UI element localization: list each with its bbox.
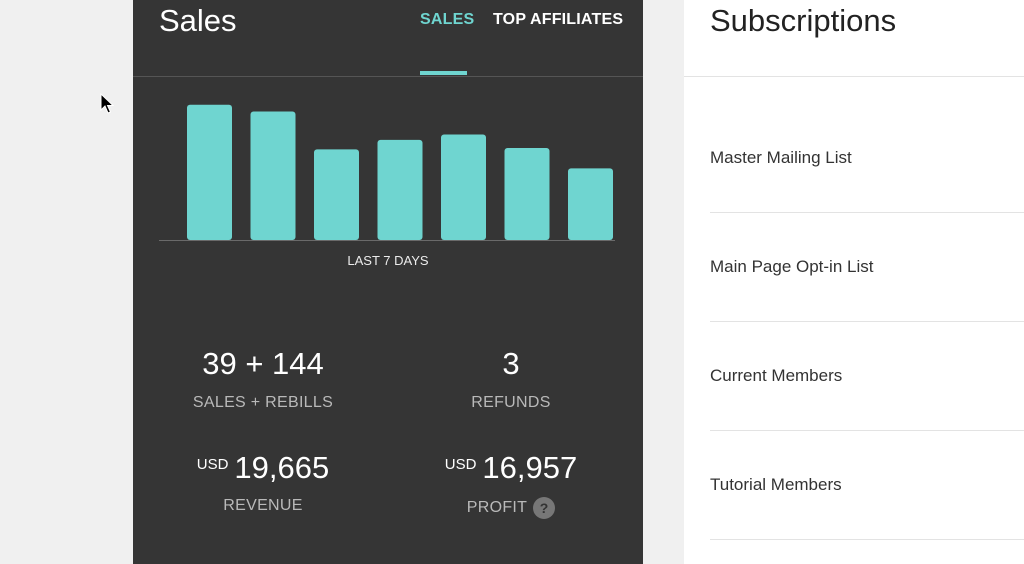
- subscriptions-header: Subscriptions: [684, 0, 1024, 77]
- revenue-amount: 19,665: [234, 450, 330, 485]
- subscription-item-main-page-opt-in-list[interactable]: Main Page Opt-in List: [710, 212, 1024, 322]
- subscriptions-title: Subscriptions: [710, 3, 897, 38]
- chart-bar-4: [377, 139, 423, 240]
- profit-amount: 16,957: [482, 450, 578, 485]
- sales-header: Sales SALES TOP AFFILIATES: [133, 0, 643, 77]
- subscription-item-tutorial-members[interactable]: Tutorial Members: [710, 430, 1024, 540]
- profit-label: PROFIT: [466, 499, 528, 517]
- refunds-label: REFUNDS: [471, 394, 551, 411]
- sales-panel: Sales SALES TOP AFFILIATES LAST 7 DAYS 3…: [133, 0, 643, 564]
- subscription-item-label: Main Page Opt-in List: [710, 257, 874, 276]
- chart-bar-5: [441, 134, 486, 240]
- sales-rebills-label: SALES + REBILLS: [192, 394, 334, 411]
- subscription-item-label: Master Mailing List: [710, 148, 852, 167]
- sales-bar-chart: [159, 104, 615, 241]
- subscription-item-label: Tutorial Members: [710, 475, 842, 494]
- profit-label-row: PROFIT?: [391, 497, 631, 519]
- refunds-value: 3: [502, 346, 520, 381]
- sales-title: Sales: [159, 3, 237, 38]
- tab-sales[interactable]: SALES: [420, 11, 475, 28]
- chart-x-label: LAST 7 DAYS: [347, 253, 429, 268]
- revenue-value: USD 19,665: [143, 450, 383, 486]
- profit-value: USD 16,957: [391, 450, 631, 486]
- chart-bar-3: [314, 149, 359, 240]
- subscription-item-current-members[interactable]: Current Members: [710, 321, 1024, 431]
- revenue-currency: USD: [196, 456, 229, 473]
- revenue-label: REVENUE: [223, 497, 303, 514]
- profit-currency: USD: [444, 456, 477, 473]
- subscriptions-panel: Subscriptions Master Mailing List Main P…: [684, 0, 1024, 564]
- tab-top-affiliates[interactable]: TOP AFFILIATES: [493, 11, 624, 28]
- subscription-item-master-mailing-list[interactable]: Master Mailing List: [710, 103, 1024, 213]
- sales-rebills-value: 39 + 144: [202, 346, 324, 381]
- chart-bar-6: [504, 148, 550, 240]
- chart-bar-2: [250, 111, 296, 241]
- help-icon[interactable]: ?: [533, 497, 556, 519]
- chart-bar-7: [568, 168, 613, 240]
- subscription-item-label: Current Members: [710, 366, 843, 385]
- active-tab-indicator: [420, 71, 467, 75]
- mouse-cursor-icon: [100, 93, 115, 114]
- chart-bar-1: [187, 104, 232, 240]
